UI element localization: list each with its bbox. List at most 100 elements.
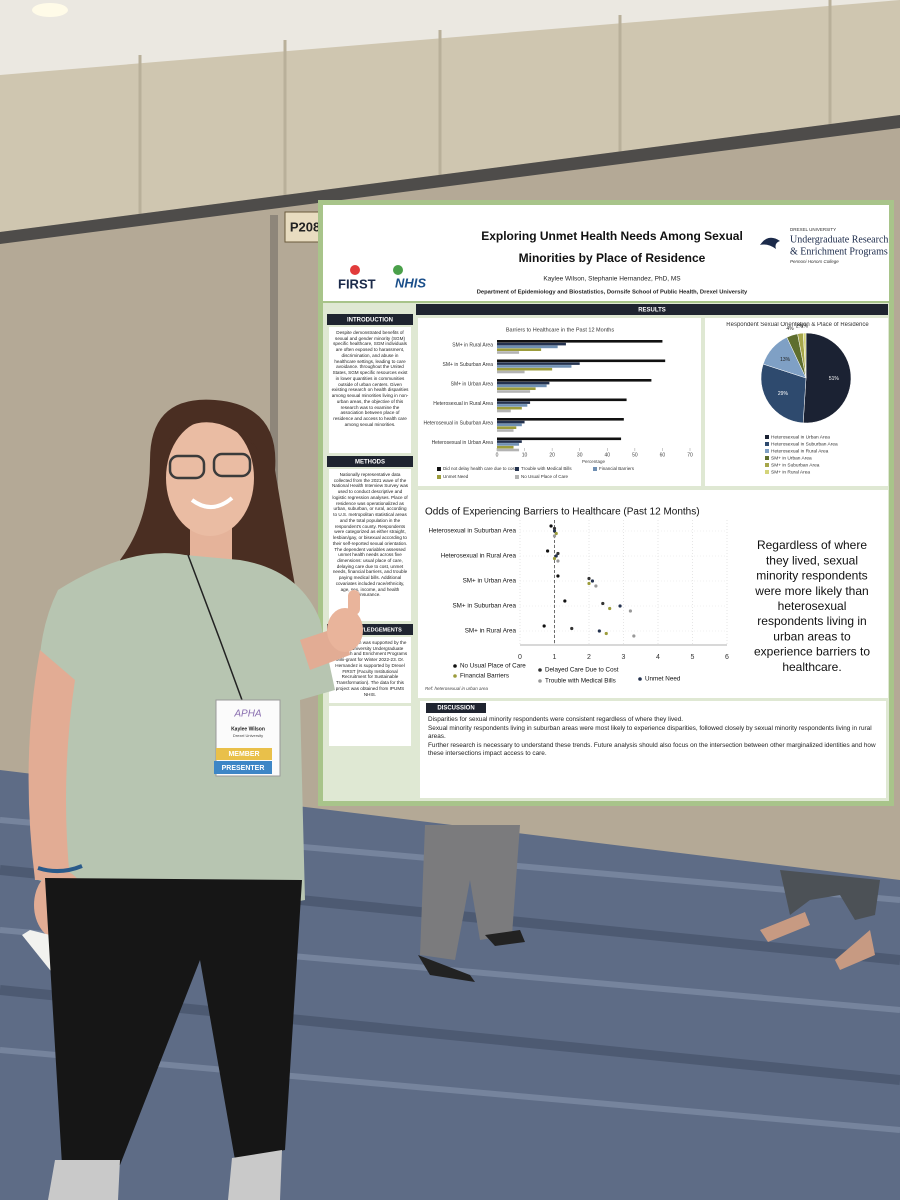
slice-label: 2% xyxy=(796,324,804,330)
foot xyxy=(760,912,810,942)
slice-label: 4% xyxy=(786,326,794,332)
bar xyxy=(497,398,627,402)
badge-name: Kaylee Wilson xyxy=(231,726,265,732)
thumbs-up-hand xyxy=(327,608,363,652)
glasses xyxy=(212,452,252,478)
sandal xyxy=(485,930,525,946)
callout-line: Regardless of where xyxy=(757,538,867,552)
chart-title: Barriers to Healthcare in the Past 12 Mo… xyxy=(506,327,614,333)
legend-marker xyxy=(638,677,642,681)
legend-swatch xyxy=(593,467,597,471)
arm xyxy=(28,650,76,880)
legend-marker xyxy=(453,674,457,678)
legend-label: SM+ in Rural Area xyxy=(771,469,810,475)
legend-swatch xyxy=(765,463,769,467)
foot xyxy=(835,930,875,970)
bar xyxy=(497,420,525,424)
odds-point xyxy=(549,524,553,528)
poster-title: Minorities by Place of Residence xyxy=(519,251,706,265)
discussion-bullet: Further research is necessary to underst… xyxy=(428,742,876,757)
odds-point xyxy=(608,606,612,611)
section-heading-box xyxy=(426,703,486,713)
badge-ribbon xyxy=(214,761,272,774)
odds-point xyxy=(554,554,558,558)
drexel-logo: Pennoni Honors College xyxy=(790,259,839,264)
logo-mark xyxy=(393,265,403,275)
section-heading: RESULTS xyxy=(638,308,666,314)
shoe xyxy=(228,1150,282,1200)
callout-line: experience barriers to xyxy=(754,645,870,659)
bystander-legs xyxy=(780,870,880,920)
legend-swatch xyxy=(515,467,519,471)
shirt xyxy=(38,553,335,909)
shoe xyxy=(48,1160,120,1200)
odds-point xyxy=(632,634,636,638)
slice-label: 1% xyxy=(801,323,809,329)
legend-label: No Usual Place of Care xyxy=(521,474,569,479)
bar xyxy=(497,445,514,449)
odds-point xyxy=(628,609,633,613)
x-tick-label: 30 xyxy=(577,452,583,458)
logo-mark xyxy=(350,265,360,275)
callout-line: they lived, sexual xyxy=(766,553,858,567)
odds-point xyxy=(556,574,560,578)
legend-label: Did not delay health care due to cost xyxy=(443,466,517,471)
odds-point xyxy=(554,531,558,536)
bar xyxy=(497,443,520,446)
legend-swatch xyxy=(765,442,769,446)
legend-label: Trouble with Medical Bills xyxy=(521,466,572,471)
bar xyxy=(497,423,522,427)
section-heading-box xyxy=(327,314,413,325)
bar xyxy=(497,448,520,452)
bar xyxy=(497,440,522,443)
legend-label: Heterosexual in Suburban Area xyxy=(771,441,838,447)
legend-swatch xyxy=(765,449,769,453)
odds-point xyxy=(552,556,557,561)
legend-swatch xyxy=(765,456,769,460)
legend-label: SM+ in Urban Area xyxy=(771,455,812,461)
bar xyxy=(497,426,517,429)
y-tick-label: Heterosexual in Suburban Area xyxy=(424,420,494,426)
odds-point xyxy=(618,604,622,608)
hair-fringe xyxy=(168,418,258,450)
x-tick-label: 20 xyxy=(549,452,555,458)
legend-label: Heterosexual in Rural Area xyxy=(771,448,829,454)
legend-label: SM+ in Suburban Area xyxy=(771,462,820,468)
intro-text: Despite demonstrated benefits of sexual … xyxy=(331,330,409,427)
bar-chart-panel xyxy=(418,318,701,486)
legend-swatch xyxy=(437,467,441,471)
drexel-logo: DREXEL UNIVERSITY xyxy=(790,227,836,232)
x-tick-label: 5 xyxy=(691,654,695,661)
odds-chart: Odds of Experiencing Barriers to Healthc… xyxy=(425,507,729,692)
badge-logo: APHA xyxy=(233,709,262,720)
bar xyxy=(497,387,536,390)
thumb xyxy=(348,590,360,615)
ceiling xyxy=(0,0,900,75)
bar xyxy=(497,401,531,404)
legend-swatch xyxy=(765,435,769,439)
x-tick-label: 4 xyxy=(656,654,660,661)
odds-point xyxy=(604,631,608,636)
slice-label: 13% xyxy=(780,357,791,363)
pants xyxy=(45,878,302,1165)
poster-authors: Kaylee Wilson, Stephanie Hernandez, PhD,… xyxy=(543,276,681,283)
chart-title: Respondent Sexual Orientation & Place of… xyxy=(726,322,869,328)
slice-label: 51% xyxy=(829,376,840,382)
slice-label: 29% xyxy=(778,391,789,397)
ack-text: This research was supported by the Drexe… xyxy=(332,640,408,697)
bar xyxy=(497,351,520,354)
bar xyxy=(497,379,652,382)
callout-line: respondents living in xyxy=(757,614,866,628)
x-tick-label: 3 xyxy=(622,654,626,661)
y-tick-label: Heterosexual in Rural Area xyxy=(433,401,493,407)
section-heading: INTRODUCTION xyxy=(347,318,393,324)
section-heading: ACKNOWLEDGEMENTS xyxy=(338,627,402,633)
bar xyxy=(497,437,622,441)
odds-point xyxy=(563,599,567,603)
y-tick-label: SM+ in Suburban Area xyxy=(452,603,516,610)
bar xyxy=(497,429,514,432)
y-tick-label: Heterosexual in Rural Area xyxy=(441,553,517,560)
